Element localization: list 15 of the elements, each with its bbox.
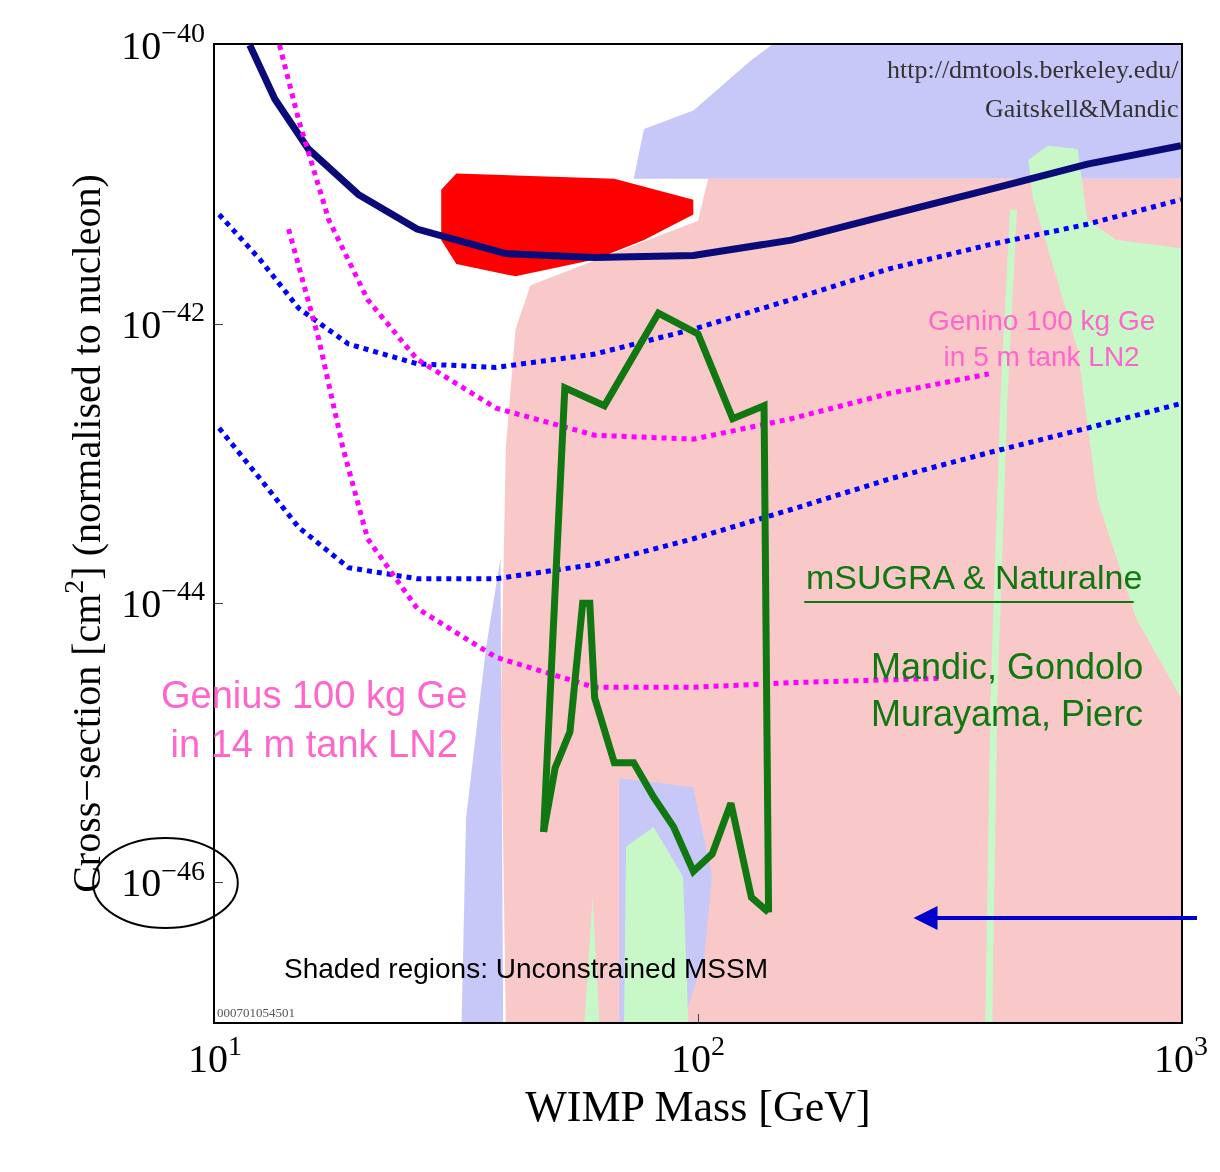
y-tick-label: 10$^{−44}$	[121, 575, 205, 627]
annotation: Shaded regions: Unconstrained MSSM	[284, 953, 769, 984]
x-axis-title: WIMP Mass [GeV]	[525, 1081, 871, 1131]
annotation: http://dmtools.berkeley.edu/	[887, 55, 1180, 84]
annotation: Genino 100 kg Ge in 5 m tank LN2	[928, 305, 1156, 373]
x-tick-label: 10$^{3}$	[1154, 1030, 1208, 1081]
annotation: Gaitskell&Mandic	[985, 94, 1179, 123]
x-tick-label: 10$^{2}$	[671, 1030, 725, 1081]
y-tick-label: 10$^{−46}$	[121, 854, 205, 906]
annotation: Mandic, Gondolo Murayama, Pierc	[871, 646, 1144, 734]
x-tick-label: 10$^{1}$	[188, 1030, 242, 1081]
y-tick-label: 10$^{−40}$	[121, 17, 205, 68]
annotation: mSUGRA & Naturalne	[806, 558, 1143, 596]
annotation: 000701054501	[217, 1005, 295, 1020]
y-tick-label: 10$^{−42}$	[121, 296, 205, 348]
